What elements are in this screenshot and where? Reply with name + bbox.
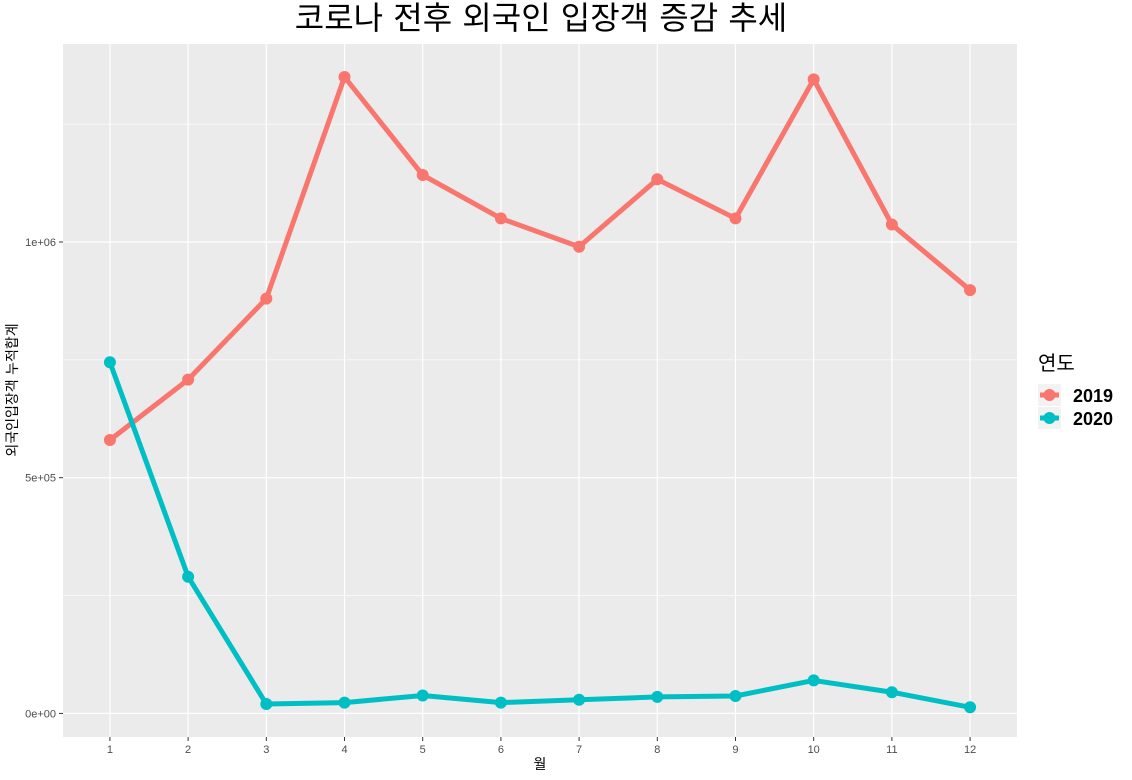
legend-title: 연도	[1038, 351, 1075, 375]
series-layer	[103, 71, 977, 714]
legend-label: 2019	[1073, 386, 1113, 406]
data-point-2019	[573, 240, 586, 253]
data-point-2019	[729, 212, 742, 225]
data-point-2020	[338, 696, 351, 709]
data-point-2019	[182, 373, 195, 386]
x-tick-label: 2	[185, 744, 191, 756]
series-line-2019	[107, 74, 973, 443]
legend-key-point	[1043, 389, 1056, 401]
data-point-2019	[416, 169, 429, 182]
x-axis: 1 2 3 4 5 6 7 8 9 10 11 12	[107, 737, 976, 756]
y-axis: 0e+00 5e+05 1e+06	[25, 237, 63, 720]
series-2019	[103, 71, 977, 446]
data-point-2020	[573, 693, 586, 706]
plot-panel	[63, 44, 1017, 737]
data-point-2020	[885, 686, 898, 699]
data-point-2020	[964, 701, 977, 714]
data-point-2019	[964, 284, 977, 297]
series-line-2020	[107, 359, 973, 710]
data-point-2019	[494, 212, 507, 225]
data-point-2020	[729, 689, 742, 702]
data-point-2019	[651, 173, 664, 186]
data-point-2019	[103, 434, 116, 446]
data-point-2020	[807, 674, 820, 687]
x-tick-label: 1	[107, 744, 113, 756]
data-point-2019	[885, 218, 898, 231]
data-point-2019	[338, 71, 351, 83]
x-tick-label: 6	[498, 744, 504, 756]
data-point-2020	[416, 689, 429, 702]
series-2020	[103, 356, 977, 714]
x-tick-label: 4	[341, 744, 347, 756]
x-tick-label: 3	[263, 744, 269, 756]
y-tick-label: 0e+00	[25, 708, 56, 720]
y-tick-label: 1e+06	[25, 237, 56, 249]
legend: 연도 2019 2020	[1038, 351, 1113, 429]
x-tick-label: 10	[808, 744, 820, 756]
x-tick-label: 9	[732, 744, 738, 756]
data-point-2020	[182, 570, 195, 583]
data-point-2020	[260, 698, 273, 710]
data-point-2020	[651, 690, 664, 703]
data-point-2020	[103, 356, 116, 369]
y-tick-label: 5e+05	[25, 473, 56, 485]
data-point-2020	[494, 696, 507, 709]
x-tick-label: 12	[964, 744, 976, 756]
x-axis-title: 월	[534, 757, 547, 773]
legend-label: 2020	[1073, 409, 1113, 429]
data-point-2019	[807, 73, 820, 86]
data-point-2019	[260, 292, 273, 305]
minor-gridlines	[63, 123, 1017, 596]
major-gridlines	[63, 44, 1017, 737]
legend-key-point	[1043, 412, 1056, 424]
x-tick-label: 7	[576, 744, 582, 756]
x-tick-label: 11	[886, 744, 897, 756]
x-tick-label: 5	[420, 744, 426, 756]
x-tick-label: 8	[654, 744, 660, 756]
chart-title: 코로나 전후 외국인 입장객 증감 추세	[295, 0, 787, 37]
legend-items: 2019 2020	[1038, 384, 1113, 429]
y-axis-title: 외국인입장객 누적합계	[5, 323, 21, 456]
